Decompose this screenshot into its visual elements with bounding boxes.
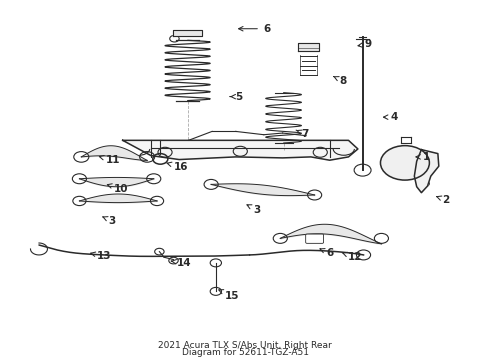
- Polygon shape: [173, 30, 202, 36]
- Text: 7: 7: [296, 129, 309, 139]
- Text: 13: 13: [91, 251, 111, 261]
- Text: 2: 2: [437, 195, 450, 205]
- Text: 3: 3: [103, 216, 116, 226]
- Text: 6: 6: [239, 24, 270, 34]
- Text: 1: 1: [416, 152, 430, 162]
- Polygon shape: [415, 150, 439, 193]
- Text: 9: 9: [358, 39, 372, 49]
- Text: 16: 16: [167, 162, 188, 172]
- Text: 8: 8: [334, 76, 346, 86]
- Polygon shape: [122, 140, 358, 160]
- Text: 15: 15: [219, 290, 240, 301]
- Text: 14: 14: [171, 258, 192, 268]
- Text: 12: 12: [342, 252, 362, 262]
- Polygon shape: [298, 43, 319, 51]
- Circle shape: [380, 146, 429, 180]
- Text: 6: 6: [320, 248, 333, 258]
- Text: 10: 10: [107, 184, 129, 194]
- Text: 11: 11: [99, 155, 121, 165]
- Text: 4: 4: [384, 112, 398, 122]
- Text: 5: 5: [230, 92, 243, 102]
- Text: Diagram for 52611-TGZ-A51: Diagram for 52611-TGZ-A51: [181, 348, 309, 357]
- FancyBboxPatch shape: [306, 234, 323, 243]
- Text: 2021 Acura TLX S/Abs Unit, Right Rear: 2021 Acura TLX S/Abs Unit, Right Rear: [158, 341, 332, 350]
- Text: 3: 3: [247, 205, 261, 215]
